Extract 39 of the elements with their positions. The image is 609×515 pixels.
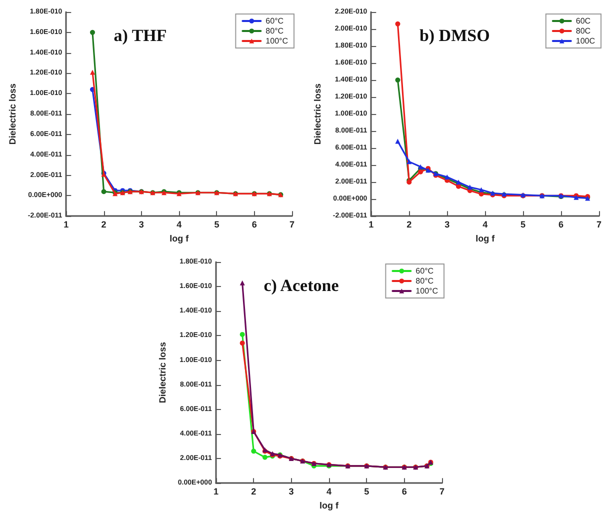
legend-label: 80°C bbox=[416, 276, 434, 286]
x-tick-label: 6 bbox=[558, 220, 564, 230]
x-tick-label: 1 bbox=[368, 220, 374, 230]
legend-label: 80C bbox=[576, 26, 591, 36]
x-tick-label: 7 bbox=[439, 486, 445, 497]
x-tick-label: 2 bbox=[101, 220, 106, 230]
x-axis-title: log f bbox=[319, 500, 340, 510]
x-tick-label: 6 bbox=[402, 486, 407, 497]
x-axis-title: log f bbox=[476, 234, 496, 244]
legend-label: 100°C bbox=[416, 286, 438, 296]
x-tick-label: 3 bbox=[288, 486, 294, 497]
text: c) Acetone bbox=[264, 276, 340, 295]
legend-label: 60°C bbox=[416, 266, 434, 276]
y-axis-title: Dielectric loss bbox=[8, 84, 18, 145]
text: b) DMSO bbox=[419, 26, 490, 45]
x-tick-label: 4 bbox=[482, 220, 488, 230]
y-axis-title: Dielectric loss bbox=[158, 342, 168, 404]
legend-label: 100C bbox=[576, 36, 596, 46]
x-tick-label: 3 bbox=[138, 220, 144, 230]
x-tick-label: 5 bbox=[364, 486, 370, 497]
legend-label: 60C bbox=[576, 16, 591, 26]
legend-label: 80°C bbox=[266, 26, 284, 36]
x-tick-label: 5 bbox=[520, 220, 526, 230]
x-tick-label: 2 bbox=[406, 220, 412, 230]
x-tick-label: 6 bbox=[252, 220, 257, 230]
y-axis-title: Dielectric loss bbox=[312, 84, 322, 145]
x-axis-title: log f bbox=[170, 234, 190, 244]
x-tick-label: 5 bbox=[214, 220, 220, 230]
x-tick-label: 2 bbox=[251, 486, 256, 497]
legend-label: 100°C bbox=[266, 36, 288, 46]
text: a) THF bbox=[114, 26, 167, 45]
x-tick-label: 7 bbox=[289, 220, 295, 230]
x-tick-label: 3 bbox=[444, 220, 450, 230]
legend-label: 60°C bbox=[266, 16, 284, 26]
x-tick-label: 1 bbox=[64, 220, 69, 230]
x-tick-label: 4 bbox=[176, 220, 182, 230]
x-tick-label: 1 bbox=[213, 486, 218, 497]
x-tick-label: 4 bbox=[326, 486, 332, 497]
x-tick-label: 7 bbox=[596, 220, 602, 230]
